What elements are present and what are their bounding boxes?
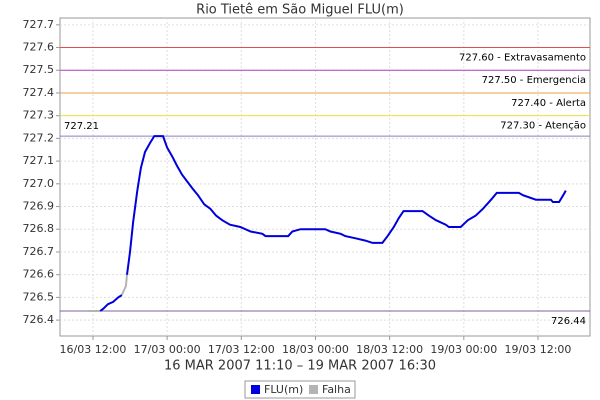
y-tick-label: 727.5 bbox=[23, 63, 55, 76]
y-tick-label: 726.4 bbox=[23, 313, 55, 326]
y-tick-label: 726.5 bbox=[23, 290, 55, 303]
y-tick-label: 727.3 bbox=[23, 109, 55, 122]
y-tick-label: 727.0 bbox=[23, 177, 55, 190]
x-tick-label: 19/03 00:00 bbox=[430, 343, 497, 356]
threshold-label: 726.44 bbox=[551, 316, 586, 327]
threshold-label: 727.30 - Atenção bbox=[500, 121, 586, 132]
threshold-label: 727.50 - Emergencia bbox=[482, 75, 586, 86]
x-tick-label: 18/03 00:00 bbox=[282, 343, 349, 356]
legend-swatch bbox=[251, 385, 260, 394]
threshold-label: 727.40 - Alerta bbox=[511, 98, 586, 109]
x-tick-label: 17/03 12:00 bbox=[208, 343, 275, 356]
x-tick-label: 17/03 00:00 bbox=[134, 343, 201, 356]
y-tick-label: 726.6 bbox=[23, 268, 55, 281]
legend-box bbox=[244, 380, 356, 399]
chart-title: Rio Tietê em São Miguel FLU(m) bbox=[196, 3, 404, 18]
x-tick-label: 19/03 12:00 bbox=[505, 343, 572, 356]
plot-area bbox=[59, 17, 591, 337]
x-tick-label: 16/03 12:00 bbox=[60, 343, 127, 356]
y-tick-label: 726.7 bbox=[23, 245, 55, 258]
y-tick-label: 727.1 bbox=[23, 154, 55, 167]
legend-swatch bbox=[309, 385, 318, 394]
y-tick-label: 727.6 bbox=[23, 41, 55, 54]
legend-label: Falha bbox=[322, 383, 351, 396]
series-line bbox=[99, 135, 567, 312]
y-tick-label: 726.8 bbox=[23, 222, 55, 235]
x-tick-label: 18/03 12:00 bbox=[356, 343, 423, 356]
legend-label: FLU(m) bbox=[264, 383, 303, 396]
y-tick-label: 727.2 bbox=[23, 131, 55, 144]
y-tick-label: 726.9 bbox=[23, 200, 55, 213]
threshold-label: 727.60 - Extravasamento bbox=[459, 53, 586, 64]
chart-subtitle: 16 MAR 2007 11:10 – 19 MAR 2007 16:30 bbox=[164, 359, 436, 374]
series-line bbox=[87, 274, 128, 312]
y-tick-label: 727.7 bbox=[23, 18, 55, 31]
y-tick-label: 727.4 bbox=[23, 86, 55, 99]
threshold-label: 727.21 bbox=[64, 121, 99, 132]
